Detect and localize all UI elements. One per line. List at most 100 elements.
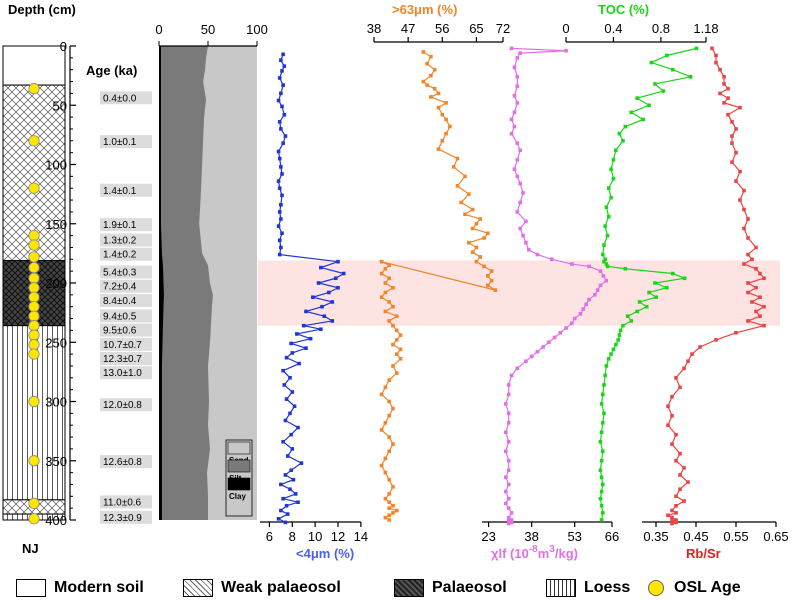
axis-title-rbsr: Rb/Sr: [686, 546, 721, 561]
chi-title-exp2: 3: [549, 544, 555, 555]
series-point: [509, 511, 514, 515]
series-point: [276, 98, 281, 103]
series-point: [379, 463, 384, 468]
series-point: [333, 276, 338, 281]
series-point: [290, 447, 295, 451]
series-point: [285, 454, 290, 458]
series-point: [304, 346, 308, 350]
series-point: [714, 338, 718, 342]
legend-label-osl-age: OSL Age: [674, 579, 741, 596]
series-point: [600, 392, 605, 397]
series-point: [506, 392, 511, 397]
series-point: [276, 179, 281, 183]
series-point: [746, 217, 750, 221]
age-label-text: 10.7±0.7: [103, 340, 142, 351]
series-point: [730, 120, 734, 124]
series-point: [284, 503, 289, 508]
series-point: [666, 423, 670, 427]
series-point: [279, 245, 283, 250]
series-point: [599, 458, 604, 463]
panel-tick-label: 38: [524, 529, 538, 544]
age-label-text: 12.3±0.7: [103, 354, 142, 365]
series-point: [304, 309, 308, 314]
age-label: 1.9±0.1: [100, 218, 152, 232]
series-point: [746, 252, 750, 257]
series-point: [504, 449, 508, 454]
age-label-bg: [100, 337, 152, 351]
series-point: [746, 290, 750, 295]
series-point: [301, 323, 306, 328]
series-point: [391, 285, 395, 290]
series-point: [535, 349, 540, 354]
series-point: [670, 442, 674, 446]
series-point: [506, 421, 511, 425]
series-point: [509, 518, 514, 522]
series-point: [391, 511, 395, 515]
series-point: [429, 73, 433, 78]
series-point: [478, 255, 483, 259]
series-point: [670, 519, 674, 523]
series-point: [289, 341, 293, 346]
series-point: [604, 364, 609, 368]
age-label-bg: [100, 323, 152, 337]
site-label: NJ: [22, 541, 39, 556]
series-point: [277, 238, 282, 243]
series-point: [379, 271, 384, 276]
series-point: [564, 326, 568, 330]
series-point: [674, 520, 678, 525]
series-point: [280, 69, 284, 73]
series-point: [661, 89, 666, 93]
series-point: [391, 485, 395, 489]
age-label-text: 12.3±0.9: [103, 513, 142, 524]
series-point: [762, 304, 766, 309]
series-point: [698, 345, 702, 349]
age-label-bg: [100, 352, 152, 366]
series-point: [598, 283, 603, 288]
series-point: [506, 519, 511, 523]
strat-unit-modern_soil: [2, 45, 66, 86]
age-label-bg: [100, 309, 152, 323]
age-label: 5.4±0.3: [100, 265, 152, 279]
series-point: [504, 501, 508, 506]
series-point: [387, 492, 391, 496]
series-point: [383, 515, 388, 520]
series-point: [647, 103, 651, 108]
series-point: [512, 110, 517, 115]
series-point: [295, 332, 299, 336]
osl-dot: [28, 251, 40, 263]
series-point: [277, 210, 282, 214]
osl-dot: [28, 348, 40, 360]
depth-tick-label: 200: [45, 276, 67, 291]
series-point: [614, 342, 618, 347]
series-point: [552, 335, 557, 340]
series-point: [394, 314, 399, 318]
series-point: [524, 219, 528, 224]
panel-tick-label: 0.4: [604, 21, 622, 36]
axis-title-chi: χlf (10-8m3/kg): [491, 544, 578, 561]
series-point: [504, 489, 508, 494]
series-point: [398, 347, 403, 352]
series-point: [674, 376, 678, 380]
series-point: [754, 309, 758, 314]
series-point: [606, 357, 611, 361]
osl-dot: [28, 513, 40, 525]
series-point: [515, 174, 520, 179]
age-label-bg: [100, 233, 152, 247]
series-point: [611, 347, 616, 352]
series-point: [288, 411, 292, 416]
age-label-list: 0.4±0.0 1.0±0.1 1.4±0.1 1.9±0.1 1.3±0.2 1.4±0…: [100, 91, 152, 524]
series-point: [524, 240, 528, 245]
series-point: [600, 482, 605, 487]
chi-title-suffix: /kg): [555, 546, 578, 561]
series-point: [474, 259, 479, 264]
series-point: [282, 64, 287, 68]
series-point: [276, 149, 281, 154]
series-point: [600, 449, 605, 454]
series-point: [515, 210, 520, 214]
age-label-text: 0.4±0.0: [103, 93, 137, 104]
series-point: [653, 281, 657, 285]
age-label: 10.7±0.7: [100, 337, 152, 351]
series-point: [327, 290, 331, 295]
series-point: [276, 517, 281, 521]
